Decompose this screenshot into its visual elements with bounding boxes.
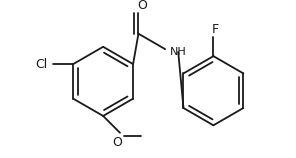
Text: Cl: Cl — [35, 58, 48, 71]
Text: O: O — [137, 0, 147, 12]
Text: O: O — [112, 136, 122, 149]
Text: NH: NH — [170, 47, 186, 57]
Text: F: F — [212, 24, 219, 36]
